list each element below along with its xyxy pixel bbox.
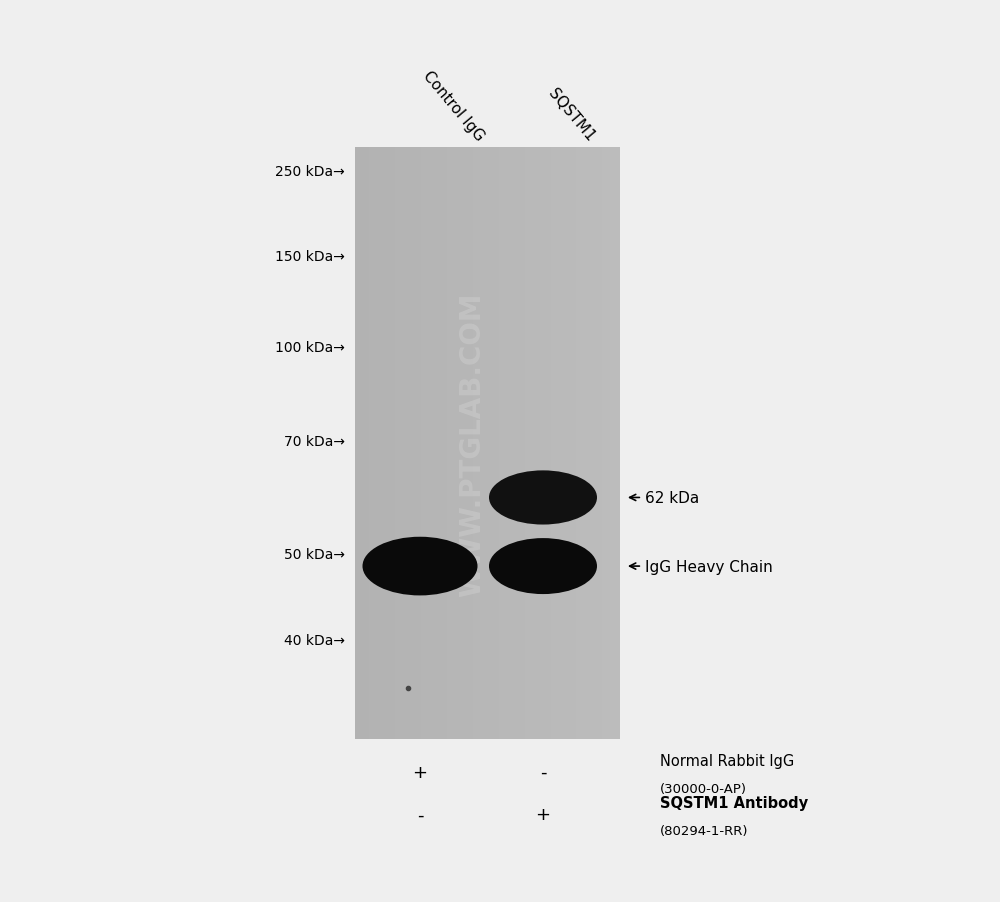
- Text: IgG Heavy Chain: IgG Heavy Chain: [630, 559, 773, 574]
- Text: 250 kDa→: 250 kDa→: [275, 164, 345, 179]
- Text: -: -: [417, 805, 423, 824]
- Text: 62 kDa: 62 kDa: [630, 491, 699, 505]
- Text: WWW.PTGLAB.COM: WWW.PTGLAB.COM: [458, 292, 486, 596]
- Text: 40 kDa→: 40 kDa→: [284, 633, 345, 648]
- Text: SQSTM1 Antibody: SQSTM1 Antibody: [660, 795, 808, 810]
- Text: SQSTM1: SQSTM1: [545, 86, 597, 144]
- Text: 50 kDa→: 50 kDa→: [284, 548, 345, 562]
- Ellipse shape: [489, 471, 597, 525]
- Text: +: +: [413, 763, 428, 781]
- Ellipse shape: [489, 538, 597, 594]
- Bar: [355, 149, 620, 740]
- Text: 150 kDa→: 150 kDa→: [275, 250, 345, 264]
- Text: -: -: [540, 763, 546, 781]
- Text: (80294-1-RR): (80294-1-RR): [660, 824, 748, 837]
- Text: 100 kDa→: 100 kDa→: [275, 340, 345, 354]
- Text: 70 kDa→: 70 kDa→: [284, 435, 345, 449]
- Text: Control IgG: Control IgG: [420, 69, 487, 144]
- Text: Normal Rabbit IgG: Normal Rabbit IgG: [660, 753, 794, 769]
- Ellipse shape: [362, 537, 478, 595]
- Text: (30000-0-AP): (30000-0-AP): [660, 783, 747, 796]
- Text: +: +: [536, 805, 550, 824]
